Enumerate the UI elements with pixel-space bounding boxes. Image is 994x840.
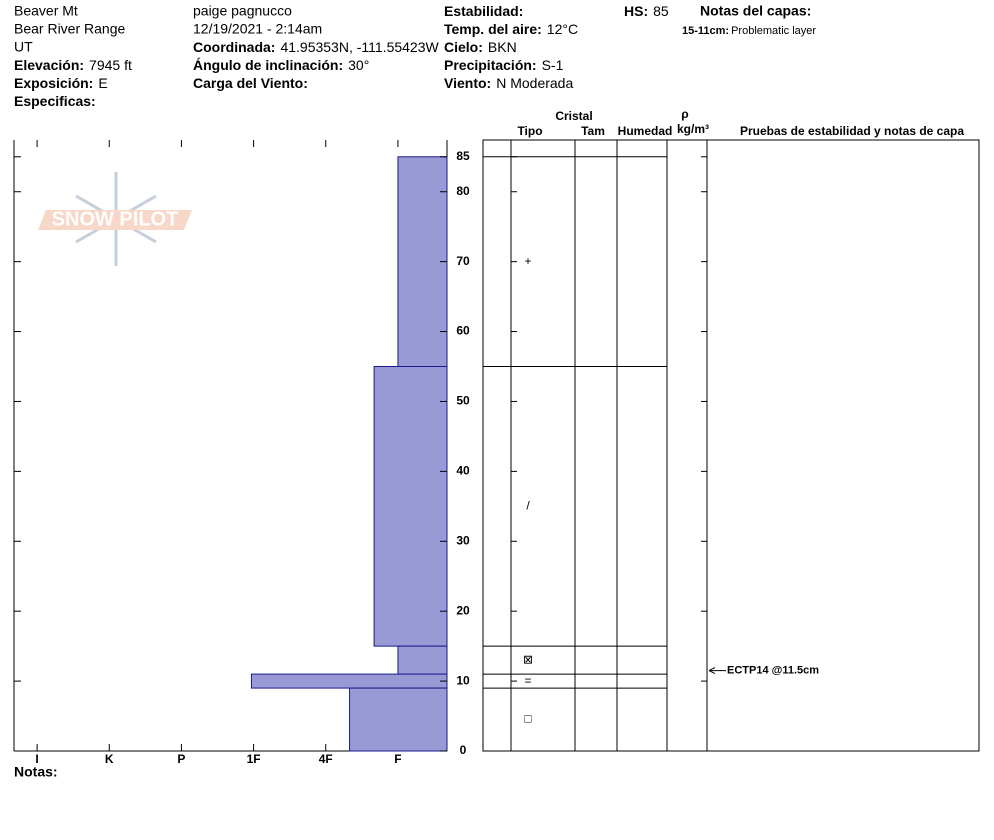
note-text: Problematic layer <box>731 25 816 37</box>
column-header: Pruebas de estabilidad y notas de capa <box>740 124 964 138</box>
test-label: ECTP14 @11.5cm <box>727 665 819 677</box>
y-tick-label: 85 <box>456 149 470 163</box>
y-tick-label: 10 <box>456 673 470 687</box>
hardness-bar <box>397 645 448 675</box>
header-line: UT <box>14 39 33 55</box>
column-header: kg/m³ <box>677 122 709 136</box>
logo: SNOW PILOT <box>38 172 192 266</box>
header-field: Ángulo de inclinación: 30° <box>193 57 369 73</box>
field-value: N Moderada <box>496 75 573 91</box>
y-tick-label: 70 <box>456 254 470 268</box>
x-tick-label: K <box>105 752 114 766</box>
header-field: Estabilidad: <box>444 3 523 19</box>
header-field: Especificas: <box>14 93 96 109</box>
grain-type: □ <box>524 712 531 726</box>
grain-type: / <box>526 498 530 512</box>
hardness-bar <box>397 156 448 368</box>
field-label: HS: <box>624 3 648 19</box>
y-tick-label: 50 <box>456 394 470 408</box>
y-tick-label: 20 <box>456 603 470 617</box>
field-label: Cielo: <box>444 39 483 55</box>
header-line: Bear River Range <box>14 21 125 37</box>
field-value: 30° <box>348 57 369 73</box>
field-label: Exposición: <box>14 75 93 91</box>
field-value: 85 <box>653 3 669 19</box>
y-tick-label: 80 <box>456 184 470 198</box>
header-field: Elevación: 7945 ft <box>14 57 132 73</box>
field-value: 12°C <box>547 21 578 37</box>
header-field: Precipitación: S-1 <box>444 57 564 73</box>
field-value: 7945 ft <box>89 57 132 73</box>
column-header: Tipo <box>517 124 542 138</box>
header-field: Cielo: BKN <box>444 39 517 55</box>
hardness-bar <box>373 366 448 647</box>
field-value: BKN <box>488 39 517 55</box>
header-field: Coordinada: 41.95353N, -111.55423W <box>193 39 439 55</box>
header-field: HS: 85 <box>624 3 669 19</box>
note-depth: 15-11cm: <box>682 25 729 37</box>
y-tick-label: 30 <box>456 533 470 547</box>
field-value: E <box>98 75 107 91</box>
field-label: Viento: <box>444 75 491 91</box>
y-tick-label: 0 <box>460 743 467 757</box>
field-label: Temp. del aire: <box>444 21 542 37</box>
header-line: paige pagnucco <box>193 3 292 19</box>
field-label: Estabilidad: <box>444 3 523 19</box>
notes-label: Notas: <box>14 764 58 780</box>
layer-table <box>482 139 980 752</box>
field-label: Precipitación: <box>444 57 537 73</box>
grain-type: + <box>524 254 531 268</box>
header-line: 12/19/2021 - 2:14am <box>193 21 322 37</box>
header-field: Viento: N Moderada <box>444 75 573 91</box>
grain-type: ⊠ <box>523 652 533 666</box>
header-line: Beaver Mt <box>14 3 78 19</box>
x-tick-label: 4F <box>319 752 333 766</box>
y-tick-label: 40 <box>456 464 470 478</box>
field-label: Elevación: <box>14 57 84 73</box>
column-header: Tam <box>581 124 605 138</box>
field-label: Carga del Viento: <box>193 75 308 91</box>
x-tick-label: P <box>177 752 185 766</box>
field-label: Coordinada: <box>193 39 275 55</box>
logo-text: SNOW PILOT <box>52 208 179 230</box>
x-tick-label: I <box>35 752 38 766</box>
field-value: S-1 <box>542 57 564 73</box>
field-label: Especificas: <box>14 93 96 109</box>
layer-notes-title: Notas del capas: <box>700 3 811 19</box>
field-label: Ángulo de inclinación: <box>193 57 343 73</box>
x-tick-label: 1F <box>247 752 261 766</box>
hardness-bar <box>349 687 448 752</box>
header-field: Temp. del aire: 12°C <box>444 21 578 37</box>
layer-note: 15-11cm: Problematic layer <box>682 25 816 37</box>
header-field: Exposición: E <box>14 75 108 91</box>
field-value: 41.95353N, -111.55423W <box>280 39 439 55</box>
y-tick-label: 60 <box>456 324 470 338</box>
hardness-bar <box>250 673 448 689</box>
column-header: Humedad <box>618 124 673 138</box>
test-arrowhead <box>708 667 716 675</box>
header-field: Carga del Viento: <box>193 75 308 91</box>
grain-type: = <box>524 673 531 687</box>
column-header: Cristal <box>555 109 592 123</box>
column-header: ρ <box>681 107 688 121</box>
x-tick-label: F <box>394 752 401 766</box>
